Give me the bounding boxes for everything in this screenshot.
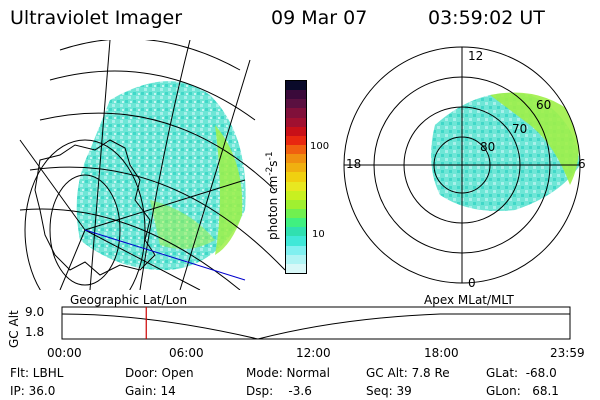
door-status: Door: Open bbox=[125, 366, 194, 380]
coastline bbox=[34, 139, 156, 276]
mlt-label-6: 6 bbox=[578, 157, 586, 171]
colorbar-tick-10: 10 bbox=[312, 229, 325, 240]
gain-status: Gain: 14 bbox=[125, 384, 176, 398]
colorbar-segment bbox=[286, 263, 306, 273]
colorbar-segment bbox=[286, 218, 306, 228]
colorbar-segment bbox=[286, 199, 306, 209]
colorbar-segment bbox=[286, 135, 306, 145]
timeline-y-top: 9.0 bbox=[25, 305, 44, 319]
colorbar-segment bbox=[286, 236, 306, 246]
colorbar-segment bbox=[286, 90, 306, 100]
colorbar-segment bbox=[286, 227, 306, 237]
colorbar bbox=[285, 80, 307, 274]
colorbar-segment bbox=[286, 126, 306, 136]
seq-status: Seq: 39 bbox=[366, 384, 412, 398]
timeline-tick-3: 18:00 bbox=[424, 346, 459, 360]
aurora-green-band-left bbox=[215, 125, 243, 255]
date-label: 09 Mar 07 bbox=[271, 7, 368, 29]
colorbar-segment bbox=[286, 254, 306, 264]
timeline-tick-0: 00:00 bbox=[47, 346, 82, 360]
altitude-timeline: GC Alt 9.0 1.8 bbox=[7, 305, 571, 348]
timeline-tick-2: 12:00 bbox=[296, 346, 331, 360]
colorbar-unit-label: photon cm-2s-1 bbox=[265, 151, 280, 240]
timeline-left-title: Geographic Lat/Lon bbox=[70, 293, 188, 307]
glon-status: GLon: 68.1 bbox=[486, 384, 559, 398]
time-label: 03:59:02 UT bbox=[428, 7, 545, 29]
glat-status: GLat: -68.0 bbox=[486, 366, 557, 380]
colorbar-segment bbox=[286, 245, 306, 255]
altitude-curve bbox=[61, 313, 570, 340]
mlat-label-80: 80 bbox=[480, 140, 495, 154]
dsp-status: Dsp: -3.6 bbox=[246, 384, 312, 398]
colorbar-segment bbox=[286, 208, 306, 219]
aurora-green-band-polar bbox=[490, 92, 579, 185]
timeline-y-bottom: 1.8 bbox=[25, 325, 44, 339]
instrument-title: Ultraviolet Imager bbox=[10, 7, 183, 29]
colorbar-segment bbox=[286, 117, 306, 127]
mlt-label-0: 0 bbox=[468, 276, 476, 290]
colorbar-segment bbox=[286, 81, 306, 91]
gc-alt-status: GC Alt: 7.8 Re bbox=[366, 366, 450, 380]
timeline-y-axis-label: GC Alt bbox=[7, 310, 21, 348]
mode-status: Mode: Normal bbox=[246, 366, 330, 380]
mlt-label-18: 18 bbox=[346, 157, 361, 171]
ip-status: IP: 36.0 bbox=[10, 384, 56, 398]
mlt-label-12: 12 bbox=[468, 49, 483, 63]
colorbar-segment bbox=[286, 108, 306, 118]
colorbar-segment bbox=[286, 144, 306, 155]
colorbar-segment bbox=[286, 190, 306, 200]
flt-status: Flt: LBHL bbox=[10, 366, 64, 380]
polar-plot: 12 18 6 0 60 70 80 bbox=[343, 46, 586, 290]
svg-text:photon cm-2s-1: photon cm-2s-1 bbox=[265, 151, 280, 240]
colorbar-segment bbox=[286, 172, 306, 182]
aurora-region-left bbox=[76, 81, 246, 271]
timeline-tick-4: 23:59 bbox=[550, 346, 585, 360]
colorbar-tick-100: 100 bbox=[310, 141, 330, 152]
geographic-image-panel bbox=[19, 40, 285, 290]
timeline-right-title: Apex MLat/MLT bbox=[424, 293, 514, 307]
colorbar-segment bbox=[286, 181, 306, 191]
colorbar-segment bbox=[286, 163, 306, 173]
colorbar-segment bbox=[286, 154, 306, 164]
colorbar-segment bbox=[286, 99, 306, 109]
mlat-label-70: 70 bbox=[512, 122, 527, 136]
mlat-label-60: 60 bbox=[536, 98, 551, 112]
timeline-tick-1: 06:00 bbox=[169, 346, 204, 360]
timeline-frame bbox=[61, 306, 571, 340]
